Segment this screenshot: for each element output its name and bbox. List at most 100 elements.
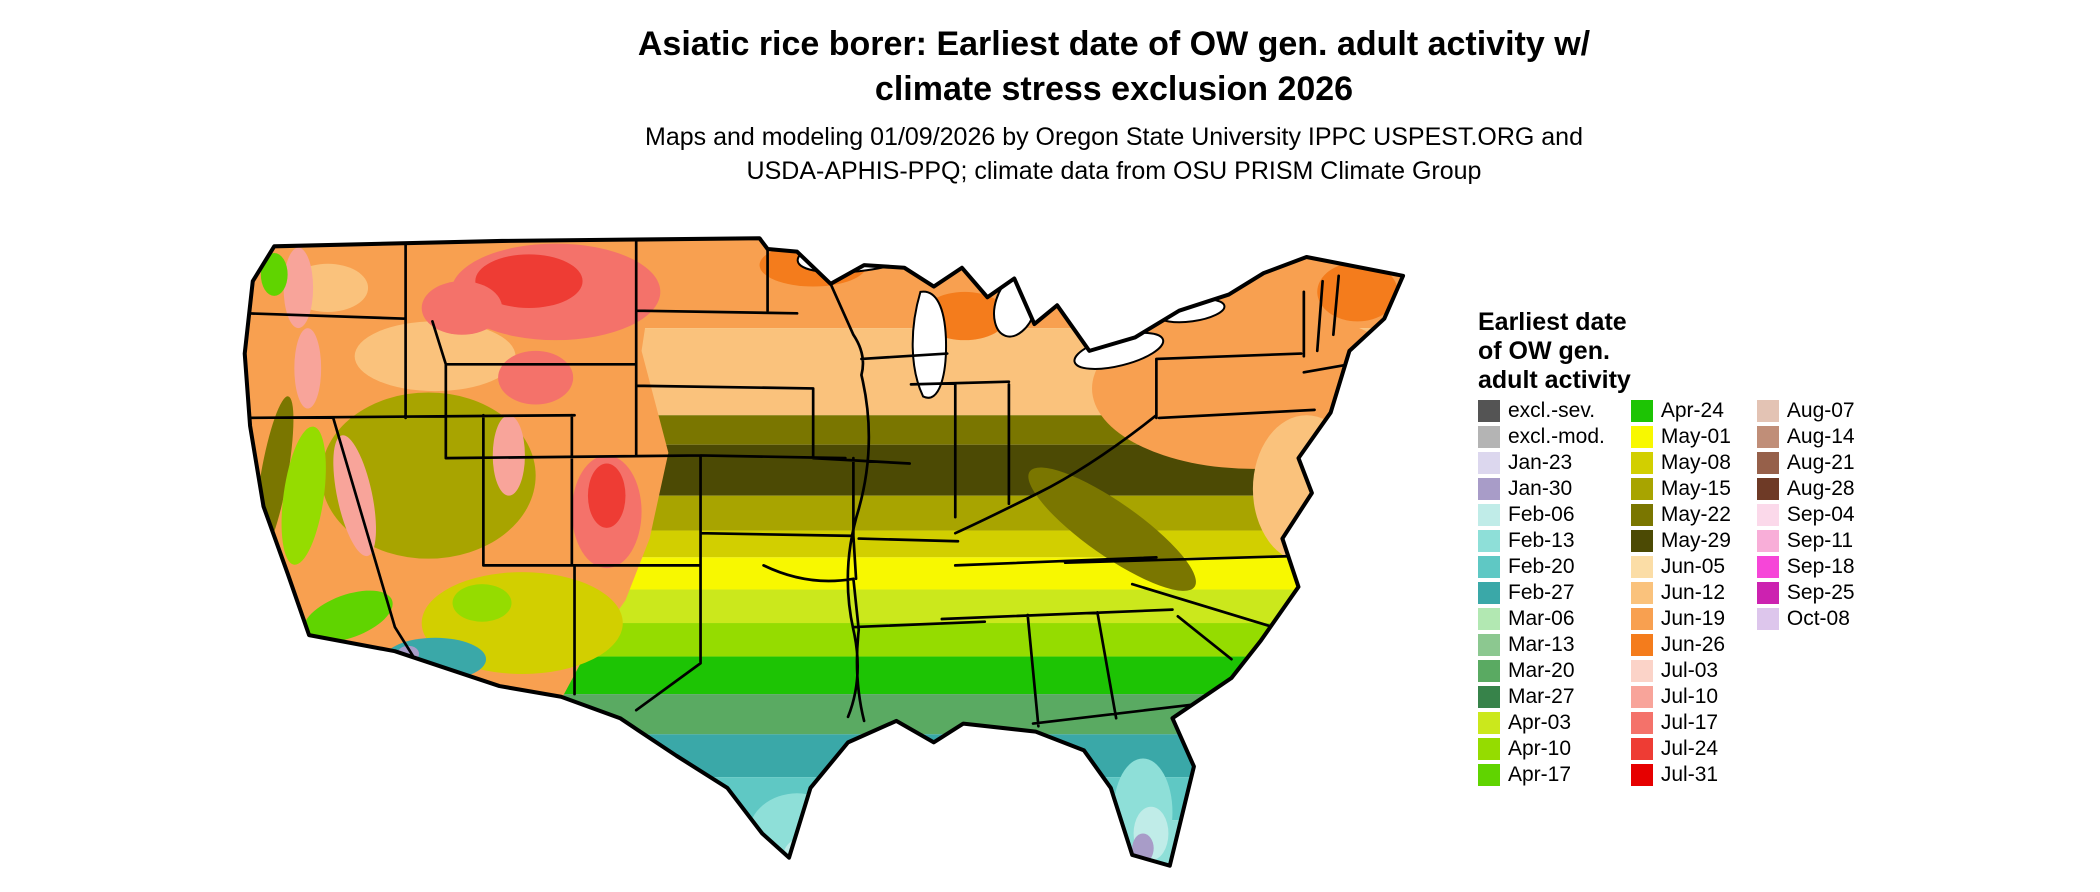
band-cyan — [244, 777, 1404, 821]
snake-plain-tan — [354, 321, 516, 392]
legend-swatch — [1630, 582, 1653, 604]
legend-swatch — [1756, 478, 1779, 500]
ca-central-valley-green — [281, 426, 326, 565]
montana-red-core — [475, 254, 583, 308]
band-green — [244, 656, 1404, 695]
legend-entry-label: Oct-08 — [1786, 607, 1850, 630]
legend-entry: Sep-18 — [1756, 555, 1855, 578]
socal-green — [303, 590, 393, 643]
legend-entry: Oct-08 — [1756, 607, 1855, 630]
legend-entry-label: Feb-13 — [1508, 529, 1575, 552]
legend-entry-label: Mar-06 — [1508, 607, 1575, 630]
az-desert-teal — [384, 637, 487, 681]
legend-swatch — [1478, 660, 1500, 682]
legend-entry-label: Sep-25 — [1786, 581, 1855, 604]
legend-swatch — [1630, 478, 1653, 500]
cascades-or-red — [294, 328, 322, 409]
legend-entry: Jul-31 — [1630, 764, 1731, 786]
legend-entry: Feb-20 — [1478, 556, 1605, 578]
legend-entry-label: Jun-05 — [1660, 555, 1726, 578]
legend-swatch — [1756, 504, 1779, 526]
legend-title: Earliest date of OW gen. adult activity — [1478, 308, 1631, 395]
legend-column: excl.-sev. excl.-mod. Jan-23 Jan-30 Feb-06 Fe… — [1478, 400, 1605, 786]
legend-entry: Apr-03 — [1478, 712, 1605, 734]
legend-swatch — [1630, 634, 1653, 656]
legend-entry-label: May-29 — [1660, 529, 1731, 552]
legend-entry-label: May-08 — [1660, 451, 1731, 474]
legend-swatch — [1478, 608, 1500, 630]
legend-entry: Apr-10 — [1478, 738, 1605, 760]
legend-swatch — [1478, 686, 1500, 708]
legend-title-line2: of OW gen. — [1478, 337, 1610, 365]
legend-entry: Sep-25 — [1756, 581, 1855, 604]
legend-entry-label: Jun-26 — [1660, 633, 1726, 656]
legend-entry-label: Jan-23 — [1508, 451, 1573, 474]
legend-entry-label: Aug-21 — [1786, 451, 1855, 474]
legend-entry: Feb-13 — [1478, 530, 1605, 552]
legend-entry: Aug-28 — [1756, 478, 1855, 500]
legend-entry: May-15 — [1630, 478, 1731, 500]
idaho-red — [421, 281, 503, 335]
wasatch-red — [492, 415, 525, 496]
page-subtitle-line1: Maps and modeling 01/09/2026 by Oregon S… — [645, 123, 1583, 151]
legend-entry: Mar-20 — [1478, 660, 1605, 682]
legend-entry-label: Feb-06 — [1508, 503, 1575, 526]
legend-entry: Aug-14 — [1756, 425, 1855, 448]
legend-entry-label: Feb-20 — [1508, 555, 1575, 578]
legend-entry-label: Jan-30 — [1508, 477, 1573, 500]
legend-entry: Jun-12 — [1630, 581, 1731, 604]
page-title-line1: Asiatic rice borer: Earliest date of OW … — [637, 25, 1591, 63]
legend-swatch — [1478, 530, 1500, 552]
legend-entry-label: Mar-13 — [1508, 633, 1575, 656]
legend-entry-label: Jul-24 — [1660, 737, 1719, 760]
legend-entry: Aug-07 — [1756, 400, 1855, 422]
colorado-red-core — [587, 463, 626, 528]
page-subtitle-line2: USDA-APHIS-PPQ; climate data from OSU PR… — [746, 157, 1482, 185]
legend-swatch — [1756, 426, 1779, 448]
us-outline — [242, 236, 1406, 868]
page-subtitle: Maps and modeling 01/09/2026 by Oregon S… — [214, 120, 2014, 188]
legend-entry-label: Mar-20 — [1508, 659, 1575, 682]
legend-entry-label: excl.-mod. — [1508, 425, 1605, 448]
legend-swatch — [1478, 738, 1500, 760]
legend-entry-label: Apr-03 — [1508, 711, 1572, 734]
cascades-wa-red — [283, 247, 314, 329]
legend-entry-label: Sep-18 — [1786, 555, 1855, 578]
legend-entry: Jan-30 — [1478, 478, 1605, 500]
legend-swatch — [1630, 400, 1653, 422]
legend-entry: May-01 — [1630, 425, 1731, 448]
legend-title-line1: Earliest date — [1478, 308, 1627, 336]
legend-entry: May-08 — [1630, 451, 1731, 474]
legend-swatch — [1630, 426, 1653, 448]
legend-entry-label: Apr-17 — [1508, 763, 1572, 786]
legend-entry-label: Aug-14 — [1786, 425, 1855, 448]
legend-entry: excl.-sev. — [1478, 400, 1605, 422]
legend-entry: excl.-mod. — [1478, 426, 1605, 448]
legend-entry: Jul-03 — [1630, 659, 1731, 682]
legend-entry: Apr-17 — [1478, 764, 1605, 786]
legend-entry: Mar-27 — [1478, 686, 1605, 708]
legend-swatch — [1478, 400, 1500, 422]
legend-swatch — [1630, 712, 1653, 734]
legend-entry-label: excl.-sev. — [1508, 399, 1596, 422]
legend-entry-label: Jul-03 — [1660, 659, 1719, 682]
legend-swatch — [1478, 634, 1500, 656]
legend-swatch — [1756, 452, 1779, 474]
legend-swatch — [1630, 738, 1653, 760]
legend-entry: Feb-06 — [1478, 504, 1605, 526]
legend-swatch — [1478, 478, 1500, 500]
us-map-svg — [242, 236, 1406, 868]
legend-entry-label: Mar-27 — [1508, 685, 1575, 708]
legend-entry-label: May-01 — [1660, 425, 1731, 448]
legend-entry-label: Jun-12 — [1660, 581, 1726, 604]
legend-entry: Jun-19 — [1630, 608, 1731, 630]
us-map-figure — [234, 227, 1454, 885]
legend-columns: excl.-sev. excl.-mod. Jan-23 Jan-30 Feb-06 Fe… — [1478, 400, 1855, 786]
legend-swatch — [1756, 556, 1779, 578]
nm-green-patch — [452, 584, 512, 622]
wyoming-red — [498, 350, 574, 405]
legend-entry: Jun-05 — [1630, 555, 1731, 578]
legend-entry-label: Apr-24 — [1660, 399, 1724, 422]
puget-green — [260, 253, 288, 296]
legend-swatch — [1756, 582, 1779, 604]
